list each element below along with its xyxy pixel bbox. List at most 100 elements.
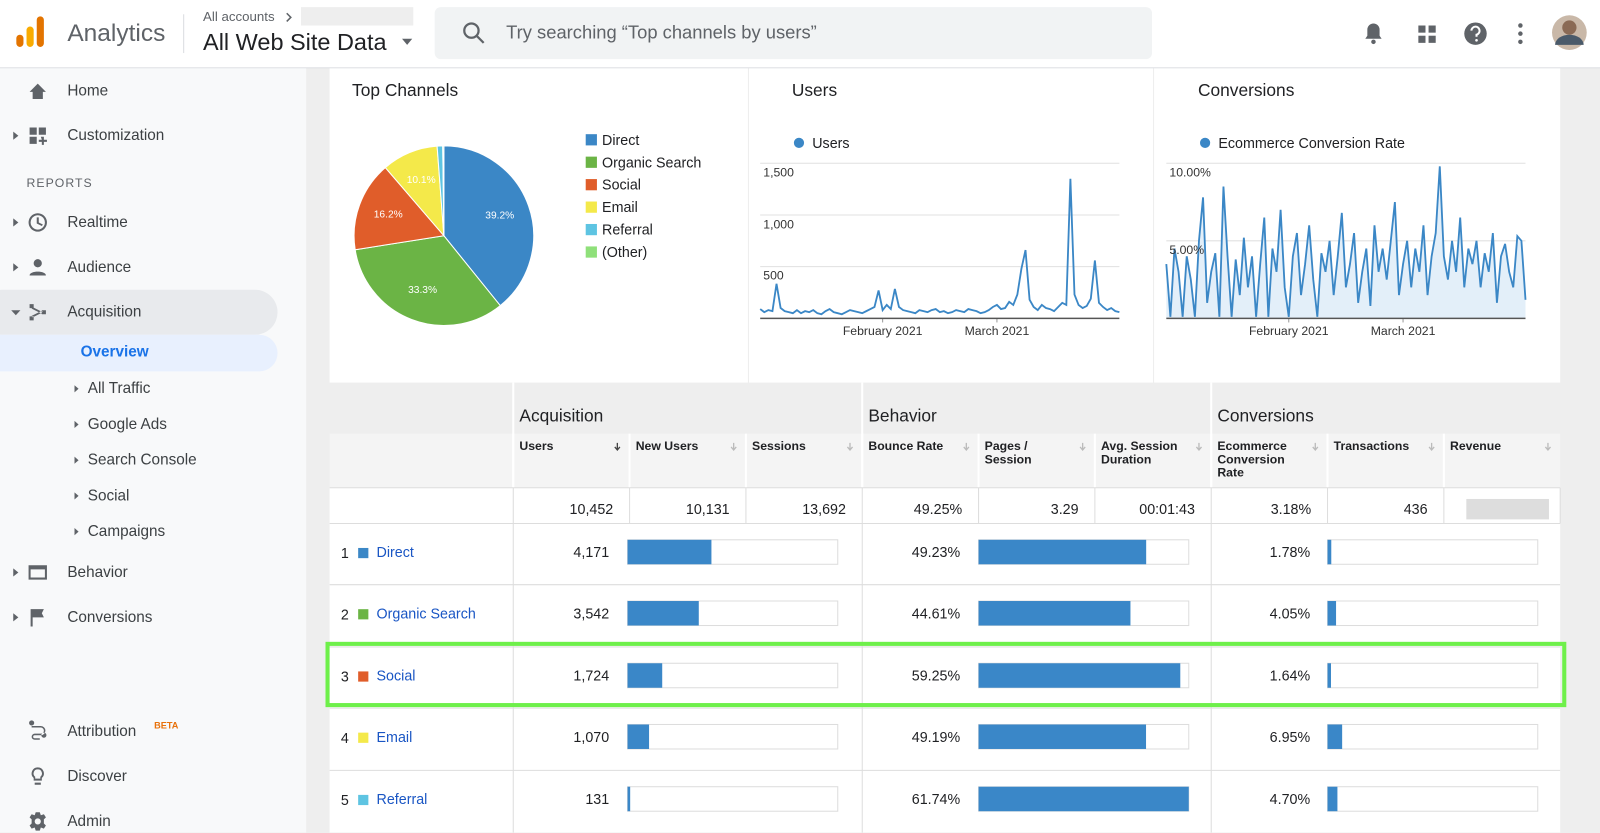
column-header[interactable]: Ecommerce Conversion Rate — [1217, 438, 1287, 480]
legend-swatch — [585, 156, 597, 168]
search-box[interactable] — [434, 7, 1153, 60]
bar — [978, 786, 1189, 812]
legend-swatch — [585, 134, 597, 146]
channel-link[interactable]: Direct — [376, 543, 414, 561]
column-header[interactable]: Sessions — [752, 438, 806, 454]
channel-link[interactable]: Referral — [376, 790, 428, 808]
property-selector[interactable]: All Web Site Data — [203, 28, 387, 55]
sort-arrow — [614, 442, 621, 452]
highlight-box — [325, 641, 1567, 708]
column-header[interactable]: Transactions — [1333, 438, 1410, 454]
nav-item[interactable]: Discover — [67, 767, 127, 786]
legend-swatch — [585, 179, 597, 191]
nav-subitem[interactable]: Search Console — [87, 451, 197, 469]
bar — [627, 724, 650, 749]
blurred-account — [301, 7, 414, 26]
search-placeholder[interactable]: Try searching “Top channels by users” — [506, 22, 817, 43]
column-header[interactable]: New Users — [635, 438, 699, 454]
chart-title: Users — [791, 80, 838, 101]
y-tick-label: 1,500 — [763, 165, 794, 180]
chart-title: Conversions — [1197, 80, 1295, 101]
breadcrumb[interactable]: All accounts — [203, 8, 275, 25]
expand-arrow — [74, 385, 79, 393]
nav-item[interactable]: Home — [67, 82, 109, 100]
total-value: 3.18% — [1270, 500, 1312, 518]
nav-item[interactable]: Conversions — [67, 608, 153, 626]
nav-icon — [29, 720, 47, 740]
column-header[interactable]: Revenue — [1449, 438, 1502, 454]
sort-arrow — [846, 442, 854, 452]
sort-arrow — [963, 442, 970, 452]
users-value: 131 — [585, 790, 610, 808]
icon-shape — [29, 259, 46, 276]
bell-icon[interactable] — [1365, 23, 1382, 45]
column-header[interactable]: Users — [519, 438, 554, 454]
total-value: 3.29 — [1050, 500, 1079, 518]
nav-subitem[interactable]: All Traffic — [87, 379, 151, 398]
legend-label: (Other) — [602, 243, 648, 261]
search-icon — [463, 22, 485, 44]
slice-label: 33.3% — [408, 285, 438, 297]
bar-track — [627, 723, 839, 750]
pie-slice — [353, 166, 445, 251]
nav-item[interactable]: Customization — [67, 126, 165, 145]
total-value: 49.25% — [913, 500, 963, 518]
column-header[interactable]: Avg. Session Duration — [1101, 438, 1178, 467]
more-icon[interactable] — [1518, 23, 1523, 45]
channel-link[interactable]: Email — [376, 728, 413, 745]
expand-arrow — [13, 131, 19, 140]
nav-subitem[interactable]: Overview — [80, 343, 149, 361]
row-rank: 4 — [340, 729, 349, 746]
bar-track — [627, 786, 839, 812]
icon-shape — [28, 213, 47, 232]
row-rank: 1 — [340, 544, 349, 562]
bounce-value: 44.61% — [911, 605, 961, 622]
avatar[interactable] — [1552, 15, 1587, 50]
nav-subitem[interactable]: Campaigns — [87, 522, 166, 541]
table-column-header — [329, 433, 1561, 488]
nav-subitem[interactable]: Google Ads — [87, 415, 167, 434]
expand-arrow — [74, 492, 79, 500]
total-value: 10,131 — [685, 500, 730, 518]
nav-item[interactable]: Admin — [67, 812, 111, 830]
expand-arrow — [13, 218, 19, 227]
bar — [978, 663, 1181, 688]
sort-arrow — [1428, 442, 1435, 452]
dropdown-arrow[interactable] — [402, 38, 413, 45]
nav-item[interactable]: Behavior — [67, 563, 128, 581]
nav-item[interactable]: Acquisition — [67, 303, 142, 321]
icon-shape — [29, 304, 46, 321]
nav-subitem[interactable]: Social — [87, 487, 130, 505]
bar-track — [1327, 723, 1539, 750]
slice-label: 16.2% — [373, 209, 403, 221]
icon-shape — [29, 127, 47, 145]
legend-swatch — [585, 201, 597, 213]
apps-icon[interactable] — [1418, 25, 1436, 43]
users-value: 1,724 — [573, 667, 610, 684]
help-icon[interactable] — [1464, 22, 1487, 45]
blurred-revenue — [1466, 498, 1549, 520]
nav-item[interactable]: Realtime — [67, 213, 128, 231]
channel-swatch — [358, 732, 369, 743]
channel-swatch — [358, 671, 369, 682]
total-value: 13,692 — [802, 500, 846, 518]
section-heading: REPORTS — [26, 175, 93, 190]
bounce-value: 61.74% — [911, 790, 961, 808]
channel-link[interactable]: Organic Search — [376, 605, 476, 622]
expand-arrow — [74, 420, 79, 429]
icon-shape — [30, 609, 44, 627]
panel-users — [748, 68, 1154, 383]
beta-badge: BETA — [154, 720, 179, 731]
pie-slice — [442, 145, 445, 236]
table-group-header — [329, 382, 1561, 434]
legend-label: Referral — [602, 221, 653, 238]
channel-link[interactable]: Social — [376, 667, 416, 684]
column-header[interactable]: Bounce Rate — [868, 438, 944, 454]
expand-arrow — [74, 456, 79, 464]
column-header[interactable]: Pages / Session — [984, 438, 1032, 467]
slice-label: 39.2% — [485, 210, 515, 222]
nav-icon — [30, 609, 44, 627]
nav-item[interactable]: Audience — [67, 258, 132, 276]
chevron — [286, 12, 292, 22]
nav-item[interactable]: Attribution — [67, 722, 137, 741]
